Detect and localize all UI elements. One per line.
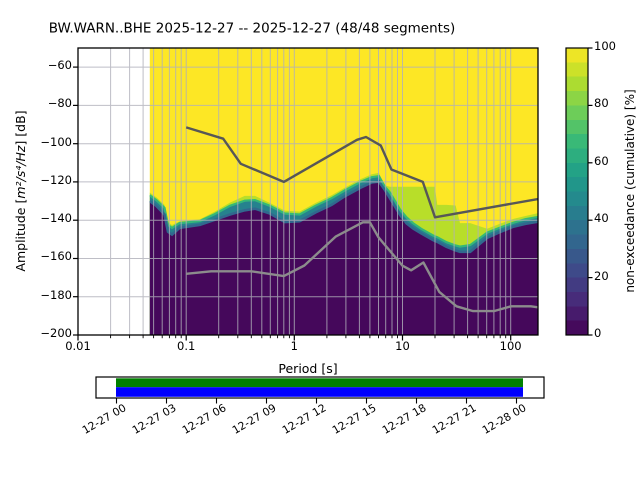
colorbar-tick-label: 80 — [594, 96, 609, 111]
coverage-segments-green — [116, 378, 523, 388]
nhnm-line — [185, 126, 538, 219]
colorbar-tick-label: 100 — [594, 39, 616, 53]
x-tick-label: 1 — [290, 339, 298, 353]
colorbar-tick-label: 0 — [594, 326, 602, 340]
y-tick-label: −180 — [40, 287, 72, 302]
y-tick-label: −80 — [47, 96, 72, 111]
colorbar-label: non-exceedance (cumulative) [%] — [623, 89, 637, 293]
plot-title: BW.WARN..BHE 2025-12-27 -- 2025-12-27 (4… — [48, 20, 456, 37]
y-tick-label: −140 — [40, 211, 72, 226]
time-coverage-bar — [95, 376, 545, 404]
y-tick-label: −100 — [40, 134, 72, 149]
gridlines — [78, 48, 538, 335]
colorbar-tick-label: 40 — [594, 211, 609, 226]
noise-models — [185, 126, 538, 313]
colorbar-gradient — [566, 48, 588, 335]
coverage-segments-blue — [116, 387, 523, 397]
colorbar-tick-label: 60 — [594, 153, 609, 168]
x-axis-label: Period [s] — [278, 360, 338, 376]
edge-green — [149, 175, 538, 248]
x-tick-label: 10 — [395, 339, 410, 353]
axis-ticks — [73, 47, 593, 341]
band-dark — [149, 181, 538, 335]
y-tick-label: −60 — [47, 58, 72, 73]
coverage-box — [95, 376, 545, 399]
y-tick-label: −200 — [40, 326, 72, 340]
x-tick-label: 0.01 — [65, 339, 91, 353]
band-teal — [149, 176, 538, 335]
edge-blue — [149, 180, 538, 254]
y-axis-label-math: m²/s⁴/Hz — [12, 145, 28, 199]
x-tick-label: 100 — [499, 339, 522, 353]
y-axis-label: Amplitude [m²/s⁴/Hz] [dB] — [12, 110, 28, 271]
plot-border — [77, 47, 539, 336]
y-tick-label: −120 — [40, 172, 72, 187]
x-tick-label: 0.1 — [177, 339, 196, 353]
colorbar-tick-label: 20 — [594, 268, 609, 283]
band-light-green — [149, 172, 538, 335]
ppsd-heatmap — [149, 48, 538, 335]
y-tick-label: −160 — [40, 249, 72, 264]
band-100pct — [149, 48, 538, 335]
nlnm-line — [186, 221, 538, 313]
